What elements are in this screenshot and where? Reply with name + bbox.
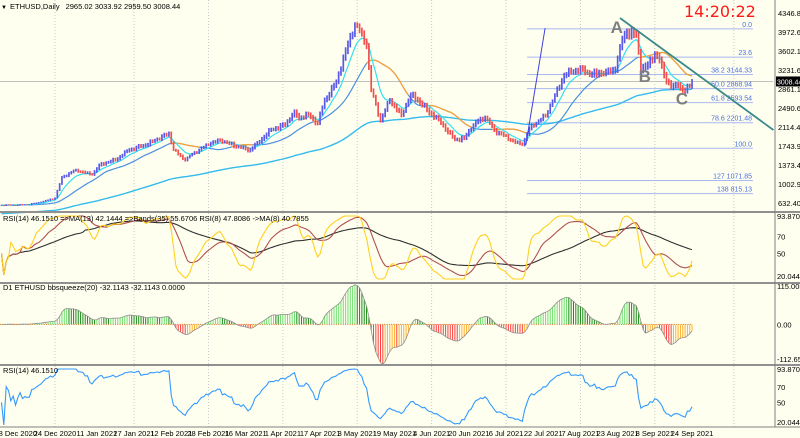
date-axis-label: 24 Sep 2021	[671, 429, 714, 438]
rsi-header: RSI(14) 46.1510	[3, 366, 58, 375]
current-price-box	[776, 76, 800, 87]
fib-level-label: 78.6 2201.48	[711, 116, 752, 123]
indicator-axis-label: 70	[777, 383, 785, 392]
price-axis-label: 3972.60	[778, 28, 800, 37]
wave-label-c: C	[676, 89, 688, 108]
indicator-axis-label: 70	[777, 232, 785, 241]
fib-level-label: 0.0	[742, 22, 752, 29]
price-axis-label: 3231.60	[778, 66, 800, 75]
fib-level-label: 23.6	[738, 50, 752, 57]
current-price-label: 3008.44	[777, 79, 800, 86]
grid	[0, 0, 773, 427]
price-axis-label: 3602.10	[778, 47, 800, 56]
server-clock: 14:20:22	[684, 2, 756, 21]
indicator-axis-label: 0.00	[777, 320, 792, 329]
date-axis-label: 24 Dec 2020	[34, 429, 77, 438]
rsi-ma-panel[interactable]	[0, 215, 693, 280]
indicator-axis-label: 115.005	[777, 282, 800, 291]
indicator-axis-label: 93.8704	[777, 365, 800, 374]
panel-labels: ETHUSD,Daily 2965.02 3033.92 2959.50 3008…	[1, 2, 756, 375]
main-panel-separator[interactable]	[0, 211, 800, 213]
price-axis-label: 2490.60	[778, 104, 800, 113]
indicator-axis-label: 50	[777, 398, 785, 407]
price-axis-label: 2114.40	[778, 123, 800, 132]
date-axis-label: 16 Mar 2021	[225, 429, 267, 438]
date-axis-label: 17 Apr 2021	[300, 429, 340, 438]
fib-level-label: 50.0 2868.94	[711, 82, 752, 89]
bbsqueeze-header: D1 ETHUSD bbsqueeze(20) -32.1143 -32.114…	[3, 283, 185, 292]
symbol-ohlc-title: ETHUSD,Daily 2965.02 3033.92 2959.50 3008…	[10, 2, 180, 11]
price-axis-label: 1002.90	[778, 180, 800, 189]
date-axis-label: 11 Jan 2021	[76, 429, 117, 438]
downtrend-line[interactable]	[619, 17, 774, 131]
bbsqueeze-panel-separator[interactable]	[0, 364, 800, 366]
date-axis-label: 23 Aug 2021	[597, 429, 639, 438]
date-axis-label: 6 Jul 2021	[489, 429, 524, 438]
date-axis-label: 28 Feb 2021	[187, 429, 229, 438]
price-axis-label: 2861.10	[778, 85, 800, 94]
collapse-triangle-icon[interactable]: ▼	[1, 5, 7, 11]
fib-level-label: 38.2 3144.33	[711, 68, 752, 75]
date-axis-label: 4 Jun 2021	[413, 429, 450, 438]
rsi-panel-separator[interactable]	[0, 282, 800, 284]
date-axis-label: 19 May 2021	[373, 429, 416, 438]
date-axis-label: 7 Aug 2021	[561, 429, 599, 438]
rsi-bands-line	[0, 220, 693, 275]
fib-level-label: 100.0	[734, 141, 752, 148]
rsi14-line	[0, 368, 693, 426]
downtrend-moving-average-line	[1, 51, 693, 206]
date-axis-label: 3 May 2021	[338, 429, 377, 438]
rsi-ma-header: RSI(14) 46.1510 =>MA(13) 42.1444 =>Bands…	[3, 214, 309, 223]
price-axis-label: 4346.80	[778, 9, 800, 18]
rsi8-line	[0, 215, 693, 280]
price-axis-label: 1743.90	[778, 142, 800, 151]
fib-level-label: 138 815.13	[717, 187, 752, 194]
indicator-axis-label: 50	[777, 249, 785, 258]
fast-moving-average-line	[1, 37, 693, 206]
wave-label-a: A	[611, 18, 623, 37]
rsi-panel[interactable]	[0, 368, 693, 426]
date-axis-label: 1 Apr 2021	[265, 429, 301, 438]
date-axis-label: 27 Jan 2021	[113, 429, 154, 438]
indicator-axis-label: 93.8704	[777, 212, 800, 221]
date-axis-label: 20 Jun 2021	[448, 429, 489, 438]
date-axis-label: 8 Sep 2021	[636, 429, 674, 438]
bbsqueeze-outline	[1, 284, 693, 365]
date-axis-label: 12 Feb 2021	[150, 429, 192, 438]
price-axis-label: 1373.40	[778, 161, 800, 170]
date-axis-label: 8 Dec 2020	[0, 429, 37, 438]
long-moving-average-line	[1, 88, 693, 215]
date-axis-label: 22 Jul 2021	[524, 429, 563, 438]
wave-label-b: B	[639, 67, 651, 86]
indicator-axis-label: -112.6585	[777, 355, 800, 364]
fib-anchor-line[interactable]	[525, 27, 546, 146]
price-axis-label: 632.40	[778, 199, 800, 208]
mid-moving-average-line	[1, 51, 693, 206]
bbsqueeze-panel[interactable]	[0, 284, 693, 365]
fib-level-label: 127 1071.85	[713, 174, 752, 181]
